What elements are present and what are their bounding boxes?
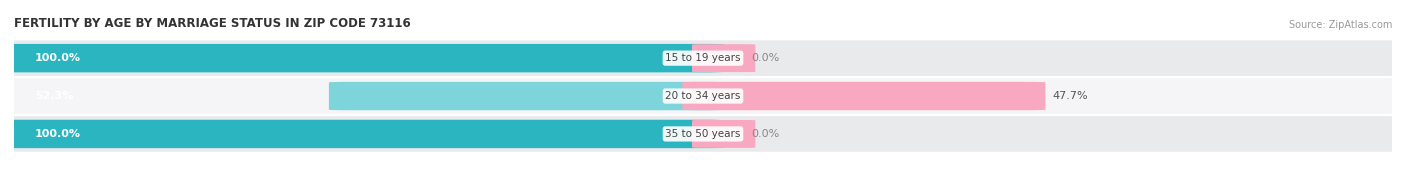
Text: 20 to 34 years: 20 to 34 years (665, 91, 741, 101)
FancyBboxPatch shape (329, 82, 724, 110)
Text: 15 to 19 years: 15 to 19 years (665, 53, 741, 63)
Text: 35 to 50 years: 35 to 50 years (665, 129, 741, 139)
Text: 52.3%: 52.3% (35, 91, 73, 101)
Text: 100.0%: 100.0% (35, 53, 80, 63)
Text: FERTILITY BY AGE BY MARRIAGE STATUS IN ZIP CODE 73116: FERTILITY BY AGE BY MARRIAGE STATUS IN Z… (14, 17, 411, 30)
Text: Source: ZipAtlas.com: Source: ZipAtlas.com (1288, 20, 1392, 30)
FancyBboxPatch shape (692, 120, 755, 148)
FancyBboxPatch shape (0, 116, 1406, 152)
FancyBboxPatch shape (0, 78, 1406, 114)
FancyBboxPatch shape (0, 40, 1406, 76)
Text: 47.7%: 47.7% (1052, 91, 1088, 101)
FancyBboxPatch shape (682, 82, 1046, 110)
Text: 0.0%: 0.0% (751, 53, 779, 63)
Text: 0.0%: 0.0% (751, 129, 779, 139)
FancyBboxPatch shape (0, 44, 724, 72)
Text: 100.0%: 100.0% (35, 129, 80, 139)
FancyBboxPatch shape (0, 120, 724, 148)
FancyBboxPatch shape (692, 44, 755, 72)
